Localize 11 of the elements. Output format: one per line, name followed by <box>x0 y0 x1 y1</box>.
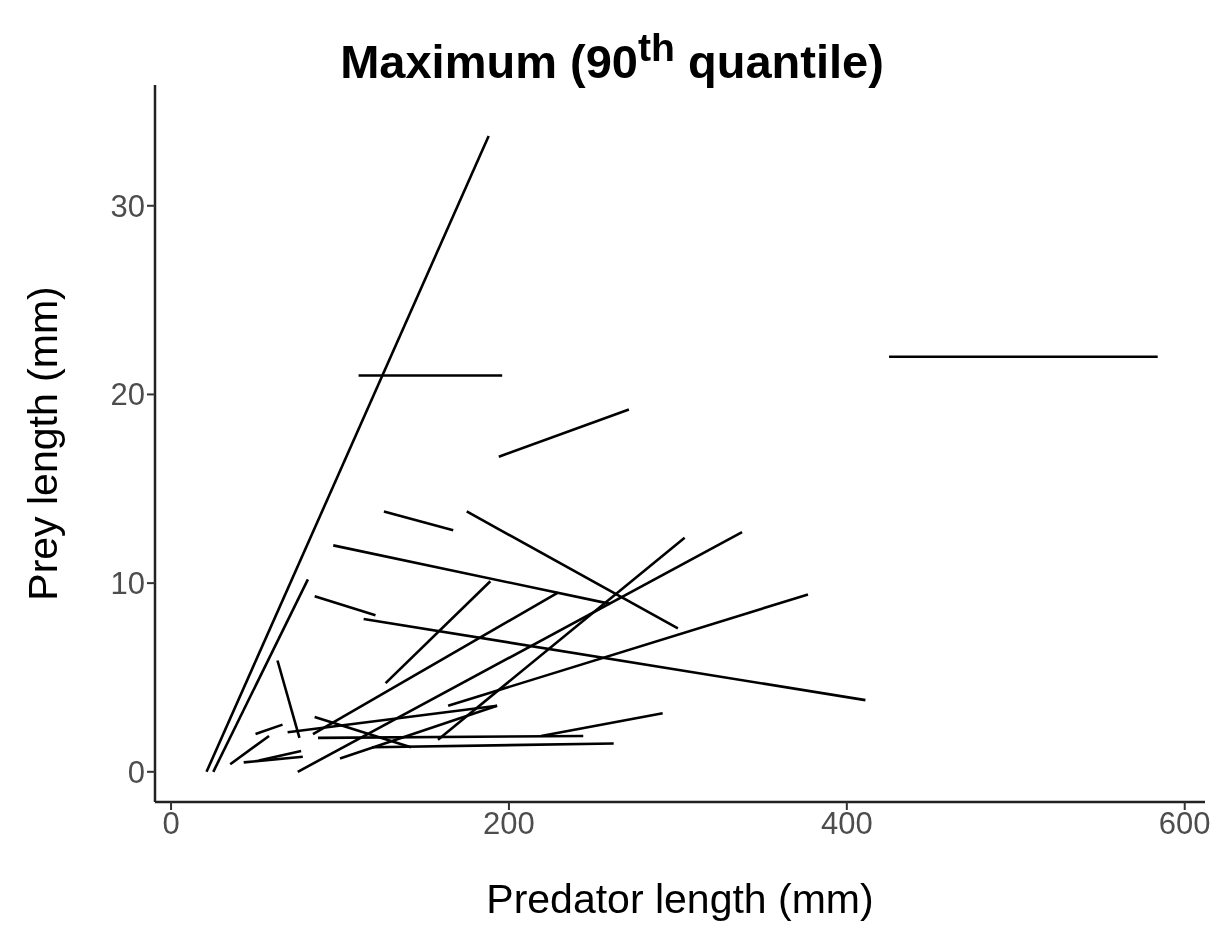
y-axis-title: Prey length (mm) <box>19 286 66 601</box>
x-tick-label: 200 <box>483 806 535 842</box>
x-tick-label: 400 <box>820 806 873 842</box>
x-axis-title: Predator length (mm) <box>486 876 874 922</box>
x-tick-label: 600 <box>1158 806 1211 842</box>
y-tick-label: 0 <box>127 754 145 790</box>
chart-title: Maximum (90$^{th}$ quantile) <box>339 25 885 88</box>
y-tick-label: 30 <box>110 188 145 224</box>
x-tick-label: 0 <box>162 806 180 842</box>
y-tick-label: 10 <box>110 566 145 602</box>
y-tick-label: 20 <box>110 377 145 413</box>
